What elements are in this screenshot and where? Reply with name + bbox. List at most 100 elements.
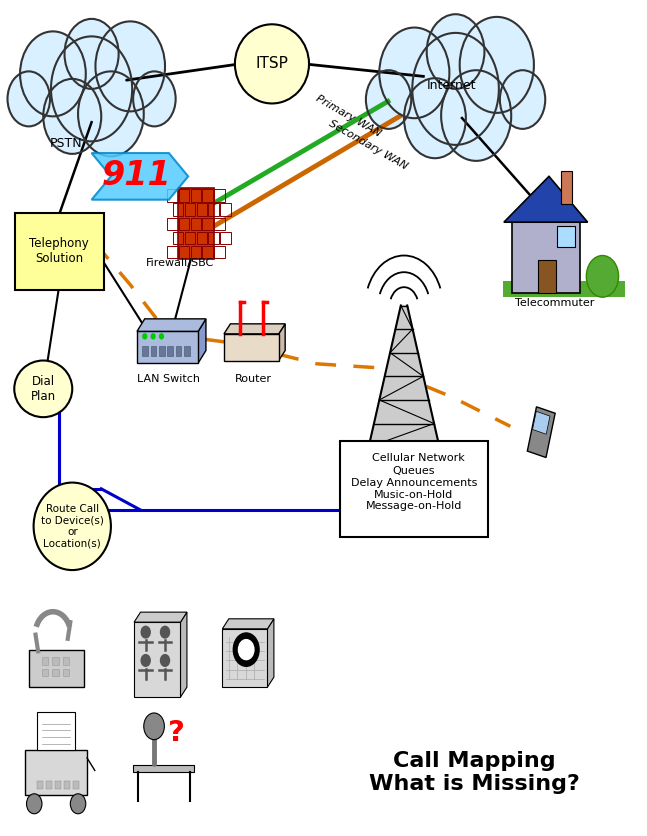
- Bar: [42, 669, 49, 676]
- Bar: [191, 189, 201, 201]
- Bar: [340, 441, 488, 537]
- Text: Primary WAN: Primary WAN: [314, 93, 382, 139]
- Text: Telephony
Solution: Telephony Solution: [30, 237, 89, 265]
- Circle shape: [141, 626, 150, 638]
- Bar: [167, 246, 177, 258]
- Bar: [52, 657, 59, 665]
- Bar: [220, 232, 231, 244]
- Bar: [179, 189, 190, 201]
- Bar: [185, 232, 195, 244]
- Circle shape: [55, 54, 128, 149]
- Bar: [185, 203, 195, 216]
- Bar: [191, 217, 201, 230]
- Polygon shape: [224, 324, 285, 334]
- Circle shape: [379, 28, 450, 118]
- Circle shape: [65, 19, 118, 89]
- Text: Dial
Plan: Dial Plan: [30, 375, 56, 403]
- Circle shape: [27, 794, 42, 813]
- Polygon shape: [504, 176, 587, 222]
- Bar: [197, 232, 207, 244]
- Text: 911: 911: [102, 159, 171, 192]
- Text: PSTN: PSTN: [50, 137, 82, 150]
- Circle shape: [78, 71, 144, 156]
- Bar: [532, 411, 550, 434]
- Bar: [203, 246, 213, 258]
- Bar: [208, 203, 219, 216]
- Circle shape: [234, 633, 259, 666]
- Bar: [52, 669, 59, 676]
- Bar: [179, 217, 190, 230]
- Text: Call Mapping
What is Missing?: Call Mapping What is Missing?: [369, 751, 580, 793]
- Polygon shape: [134, 612, 187, 622]
- Bar: [137, 331, 198, 363]
- Circle shape: [144, 713, 164, 740]
- Circle shape: [404, 79, 466, 158]
- Bar: [134, 622, 181, 697]
- Bar: [512, 222, 580, 293]
- Bar: [203, 189, 213, 201]
- Bar: [184, 346, 190, 356]
- Bar: [214, 246, 225, 258]
- Bar: [223, 629, 267, 687]
- Circle shape: [143, 334, 147, 339]
- Circle shape: [71, 794, 86, 813]
- Bar: [173, 232, 184, 244]
- Circle shape: [8, 71, 50, 126]
- Polygon shape: [369, 305, 439, 447]
- Circle shape: [43, 79, 101, 154]
- Bar: [167, 217, 177, 230]
- Text: LAN Switch: LAN Switch: [137, 375, 200, 385]
- Bar: [208, 232, 219, 244]
- Bar: [224, 334, 279, 360]
- Bar: [29, 650, 84, 687]
- Circle shape: [412, 33, 499, 145]
- Bar: [178, 188, 214, 259]
- Bar: [46, 782, 52, 789]
- Text: Telecommuter: Telecommuter: [516, 298, 595, 308]
- Bar: [173, 203, 184, 216]
- Circle shape: [160, 626, 170, 638]
- Circle shape: [441, 70, 511, 161]
- Polygon shape: [92, 153, 188, 200]
- Bar: [220, 203, 231, 216]
- Circle shape: [459, 17, 534, 113]
- Bar: [73, 782, 80, 789]
- Bar: [64, 782, 71, 789]
- Circle shape: [51, 37, 132, 141]
- Text: Firewall/SBC: Firewall/SBC: [146, 257, 215, 268]
- Ellipse shape: [34, 482, 111, 570]
- Bar: [560, 171, 572, 204]
- Circle shape: [586, 256, 619, 297]
- Text: Cellular Network: Cellular Network: [372, 453, 465, 463]
- Circle shape: [20, 32, 86, 116]
- Polygon shape: [181, 612, 187, 697]
- Bar: [15, 213, 104, 290]
- Circle shape: [160, 655, 170, 666]
- Polygon shape: [503, 281, 625, 297]
- Bar: [37, 782, 43, 789]
- Circle shape: [141, 655, 150, 666]
- Bar: [538, 260, 556, 293]
- Polygon shape: [198, 319, 206, 363]
- Bar: [25, 750, 87, 795]
- Circle shape: [133, 71, 175, 126]
- Bar: [42, 657, 49, 665]
- Polygon shape: [137, 319, 206, 331]
- Ellipse shape: [14, 360, 72, 417]
- Ellipse shape: [235, 24, 309, 104]
- Circle shape: [417, 52, 495, 153]
- Bar: [63, 669, 69, 676]
- Bar: [197, 203, 207, 216]
- Circle shape: [160, 334, 164, 339]
- Bar: [55, 782, 61, 789]
- Bar: [159, 346, 165, 356]
- Bar: [191, 246, 201, 258]
- Bar: [179, 246, 190, 258]
- Polygon shape: [223, 619, 274, 629]
- Text: Route Call
to Device(s)
or
Location(s): Route Call to Device(s) or Location(s): [41, 504, 104, 548]
- Bar: [175, 346, 181, 356]
- Polygon shape: [279, 324, 285, 360]
- Text: Queues
Delay Announcements
Music-on-Hold
Message-on-Hold: Queues Delay Announcements Music-on-Hold…: [351, 466, 477, 512]
- Bar: [214, 189, 225, 201]
- Circle shape: [427, 14, 485, 89]
